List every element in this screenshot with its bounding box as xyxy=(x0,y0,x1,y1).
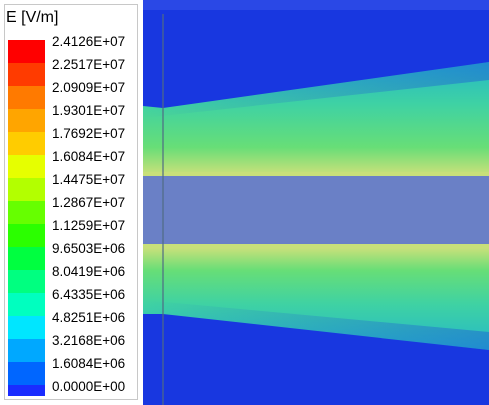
legend-value-12: 6.4335E+06 xyxy=(52,287,126,302)
legend-value-16: 0.0000E+00 xyxy=(52,379,126,394)
field-contour-plot[interactable] xyxy=(143,0,489,405)
legend-value-1: 2.4126E+07 xyxy=(52,34,126,49)
legend-swatch-3 xyxy=(8,86,45,109)
legend-swatch-11 xyxy=(8,270,45,293)
legend-swatch-1 xyxy=(8,40,45,63)
legend-title: E [V/m] xyxy=(6,9,59,26)
legend-swatch-5 xyxy=(8,132,45,155)
legend-value-3: 2.0909E+07 xyxy=(52,80,126,95)
legend-value-10: 9.6503E+06 xyxy=(52,241,126,256)
legend-swatch-7 xyxy=(8,178,45,201)
legend-value-13: 4.8251E+06 xyxy=(52,310,126,325)
legend-value-8: 1.2867E+07 xyxy=(52,195,126,210)
legend-value-4: 1.9301E+07 xyxy=(52,103,126,118)
legend-swatch-12 xyxy=(8,293,45,316)
color-legend: E [V/m] 2.4126E+07 2.2517E+07 2.0909E+07… xyxy=(0,0,140,405)
legend-swatch-16 xyxy=(8,385,45,396)
legend-swatch-15 xyxy=(8,362,45,385)
lower-interface-line xyxy=(143,244,489,248)
legend-swatch-14 xyxy=(8,339,45,362)
legend-swatch-9 xyxy=(8,224,45,247)
legend-swatch-4 xyxy=(8,109,45,132)
legend-swatch-10 xyxy=(8,247,45,270)
legend-swatch-2 xyxy=(8,63,45,86)
legend-value-9: 1.1259E+07 xyxy=(52,218,126,233)
legend-value-14: 3.2168E+06 xyxy=(52,333,126,348)
legend-value-6: 1.6084E+07 xyxy=(52,149,126,164)
upper-interface-line xyxy=(143,172,489,176)
lower-field-edge-shade xyxy=(143,300,489,350)
legend-value-2: 2.2517E+07 xyxy=(52,57,126,72)
legend-value-11: 8.0419E+06 xyxy=(52,264,126,279)
legend-value-15: 1.6084E+06 xyxy=(52,356,126,371)
legend-swatch-6 xyxy=(8,155,45,178)
top-band xyxy=(143,0,489,10)
legend-swatch-8 xyxy=(8,201,45,224)
legend-swatch-13 xyxy=(8,316,45,339)
field-plot-canvas xyxy=(143,0,489,405)
upper-field-edge-shade xyxy=(143,62,489,118)
legend-value-5: 1.7692E+07 xyxy=(52,126,126,141)
legend-value-7: 1.4475E+07 xyxy=(52,172,126,187)
upper-field-region xyxy=(143,62,489,174)
dielectric-layer xyxy=(143,176,489,244)
